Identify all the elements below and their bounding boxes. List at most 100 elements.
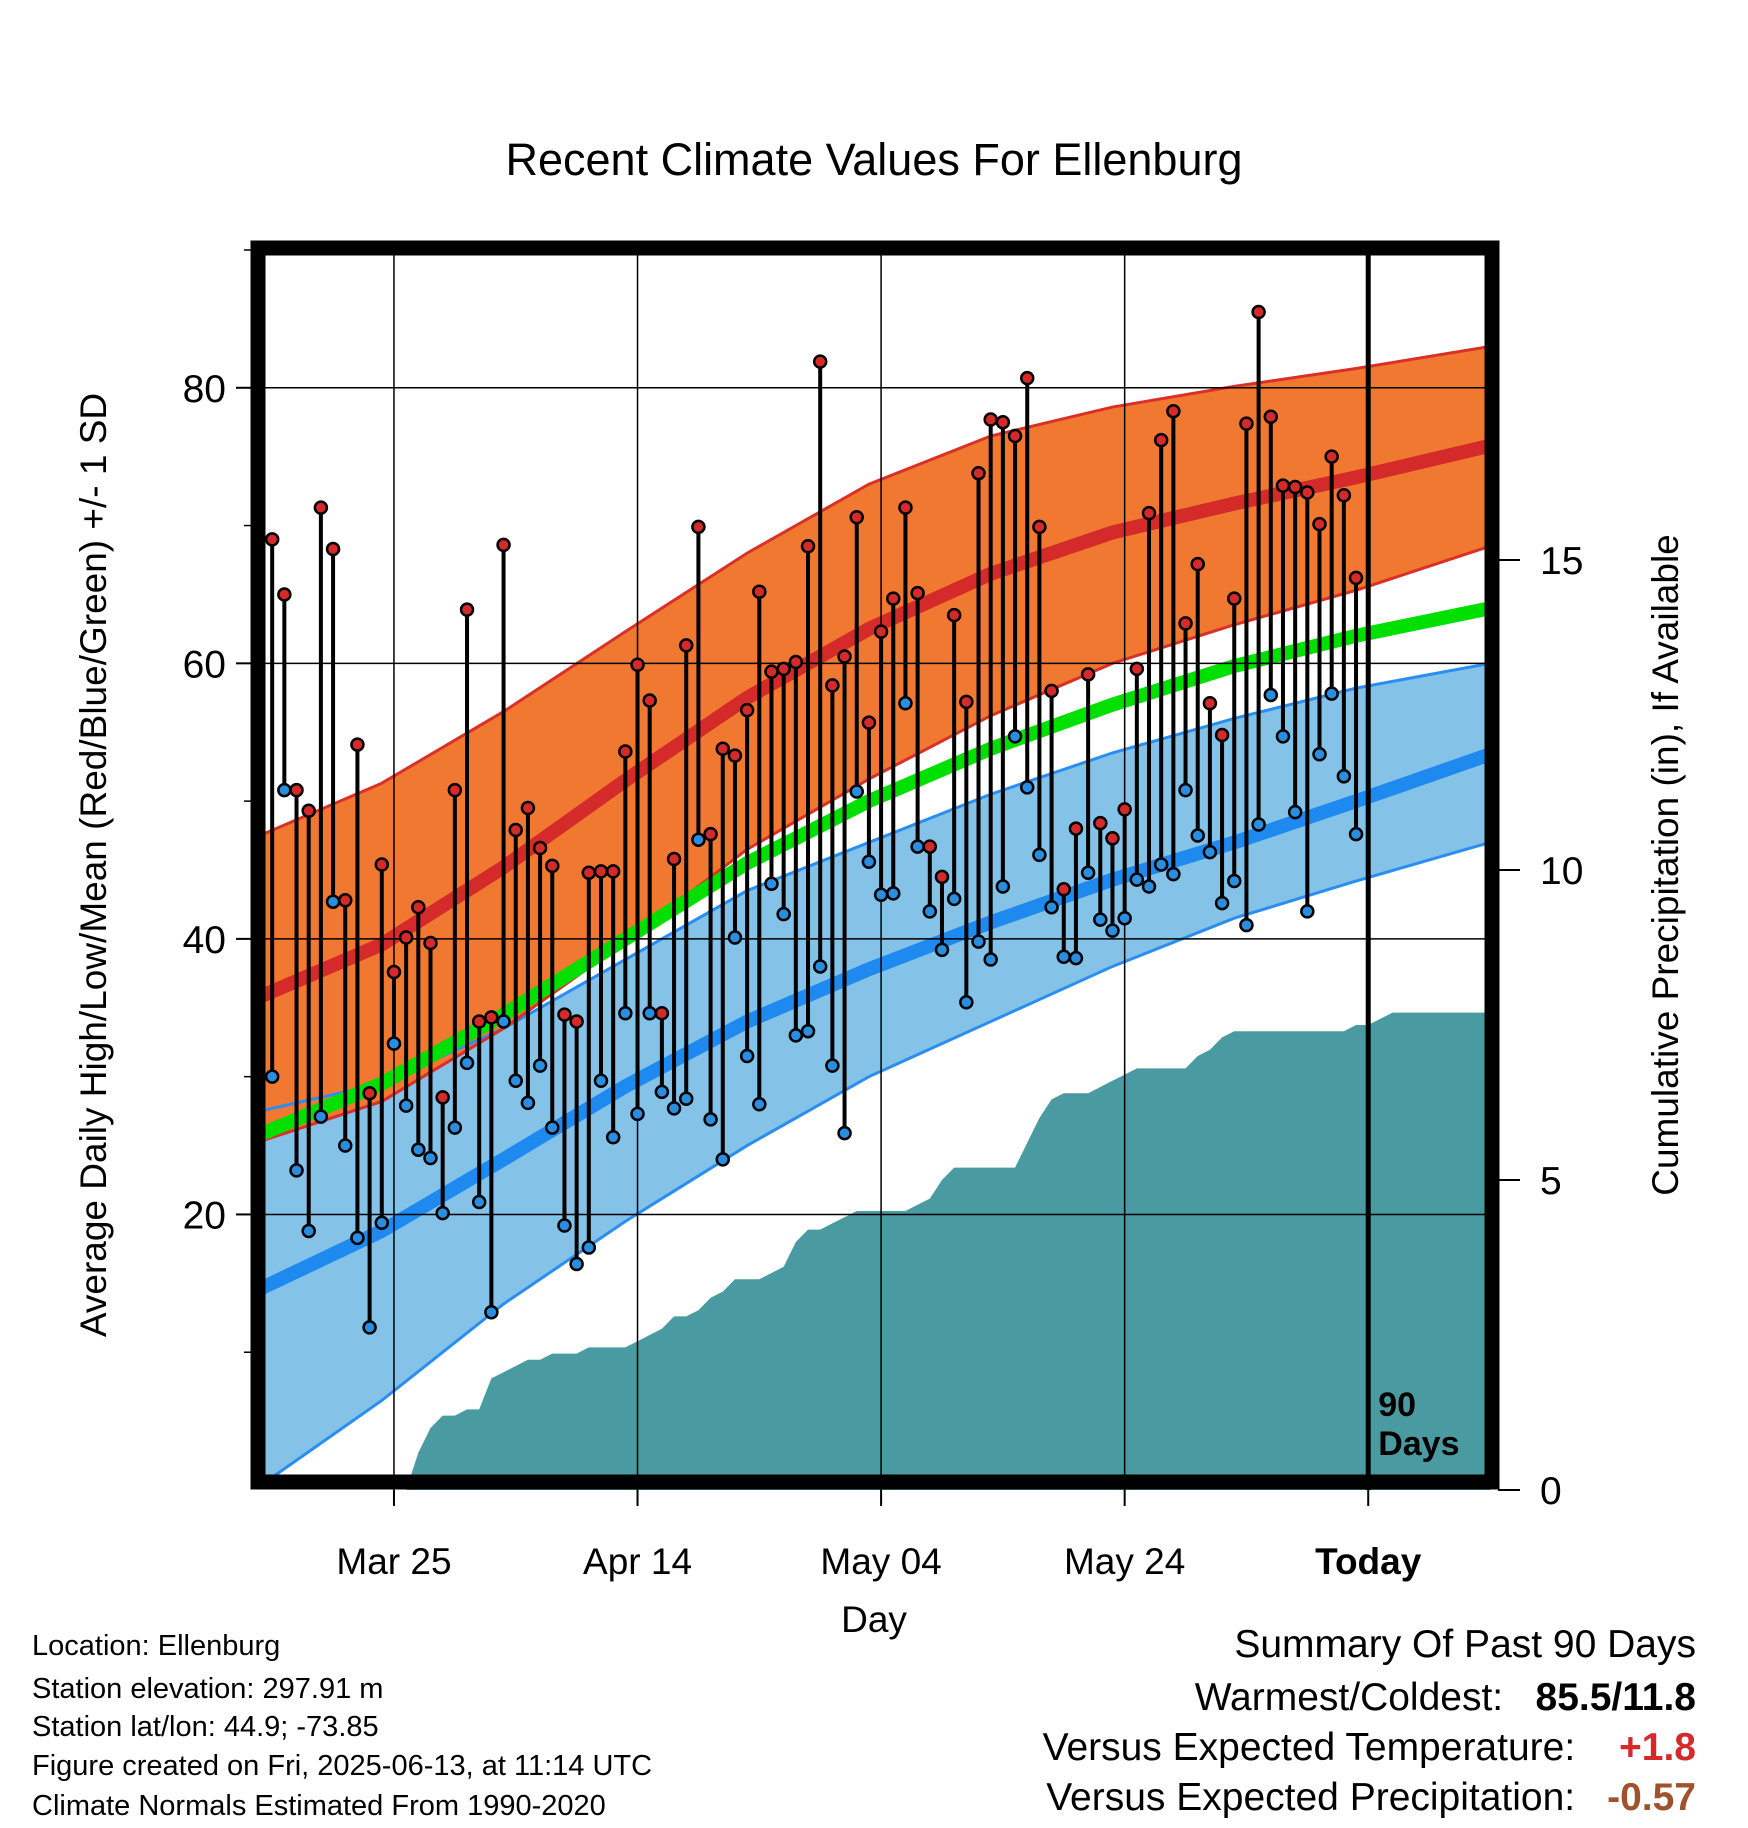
observed-high-point — [849, 510, 864, 525]
observed-high-point — [581, 865, 597, 881]
observed-high-point — [654, 1006, 670, 1021]
observed-high-point — [752, 584, 767, 599]
observed-low-point — [593, 1073, 609, 1089]
x-tick-label: Apr 14 — [583, 1541, 692, 1582]
observed-low-point — [752, 1096, 767, 1112]
observed-low-point — [1300, 904, 1315, 919]
observed-low-point — [1117, 910, 1132, 926]
observed-high-point — [1019, 370, 1035, 386]
observed-high-point — [1178, 616, 1193, 631]
observed-high-point — [678, 638, 694, 653]
observed-high-point — [1056, 882, 1072, 897]
y2-tick-label: 5 — [1540, 1160, 1562, 1203]
summary-warm-cold-value: 85.5/11.8 — [1535, 1676, 1697, 1719]
observed-high-point — [545, 858, 560, 874]
observed-low-point — [1312, 747, 1327, 762]
observed-low-point — [1080, 865, 1096, 881]
observed-high-point — [520, 800, 536, 816]
observed-high-point — [703, 826, 718, 842]
observed-high-point — [1093, 815, 1108, 831]
observed-high-point — [1105, 831, 1120, 846]
today-days-label-number: 90 — [1378, 1386, 1416, 1424]
observed-low-point — [837, 1125, 852, 1141]
observed-high-point — [374, 857, 390, 872]
observed-low-point — [1129, 872, 1145, 887]
today-days-label-unit: Days — [1378, 1425, 1459, 1463]
observed-high-point — [1129, 661, 1145, 677]
observed-low-point — [886, 886, 901, 901]
x-tick-label: Mar 25 — [336, 1541, 451, 1582]
observed-low-point — [545, 1120, 560, 1135]
info-normals: Climate Normals Estimated From 1990-2020 — [32, 1790, 606, 1822]
observed-high-point — [788, 654, 804, 670]
observed-low-point — [1178, 782, 1193, 798]
summary-precip-value: -0.57 — [1607, 1776, 1696, 1819]
observed-high-point — [1080, 667, 1096, 682]
x-tick-label: May 04 — [820, 1541, 941, 1582]
observed-low-point — [435, 1205, 450, 1221]
observed-low-point — [277, 782, 292, 798]
observed-low-point — [630, 1106, 645, 1122]
observed-high-point — [1275, 478, 1291, 493]
x-axis-label: Day — [841, 1599, 907, 1640]
observed-low-point — [1263, 687, 1279, 703]
observed-low-point — [764, 876, 779, 892]
observed-low-point — [666, 1101, 682, 1116]
observed-high-point — [1336, 487, 1352, 503]
observed-high-point — [642, 693, 657, 708]
observed-high-point — [691, 519, 706, 535]
observed-high-point — [764, 664, 779, 679]
observed-low-point — [569, 1256, 584, 1272]
observed-high-point — [277, 587, 292, 602]
observed-low-point — [642, 1006, 657, 1021]
observed-high-point — [910, 585, 925, 601]
observed-low-point — [691, 832, 706, 847]
observed-low-point — [1275, 729, 1291, 744]
observed-high-point — [971, 465, 986, 481]
summary-precip: Versus Expected Precipitation: -0.57 — [1046, 1778, 1696, 1817]
observed-low-point — [289, 1163, 304, 1178]
normal-high-mean-line — [260, 438, 1490, 1004]
observed-low-point — [581, 1240, 597, 1255]
observed-high-point — [411, 899, 426, 915]
normal-high-band — [260, 346, 1490, 1142]
observed-high-point — [362, 1085, 377, 1101]
observed-low-point — [362, 1320, 377, 1335]
observed-high-point — [800, 538, 816, 554]
observed-low-point — [459, 1055, 475, 1071]
observed-low-point — [325, 894, 341, 909]
observed-low-point — [350, 1230, 365, 1246]
observed-high-point — [983, 412, 998, 427]
observed-low-point — [861, 854, 877, 869]
observed-high-point — [715, 741, 731, 757]
observed-high-point — [1300, 485, 1315, 500]
observed-high-point — [1190, 556, 1205, 572]
observed-high-point — [471, 1014, 487, 1029]
observed-low-point — [508, 1073, 523, 1089]
observed-low-point — [447, 1120, 463, 1135]
observed-low-point — [313, 1109, 329, 1124]
observed-low-point — [654, 1084, 670, 1100]
observed-low-point — [678, 1091, 694, 1106]
observed-high-point — [1287, 479, 1303, 495]
observed-high-point — [264, 532, 280, 547]
observed-low-point — [1141, 879, 1157, 894]
y2-tick-label: 0 — [1540, 1470, 1562, 1513]
observed-high-point — [569, 1014, 584, 1029]
observed-low-point — [337, 1138, 353, 1153]
y-tick-label: 40 — [183, 919, 226, 962]
y-tick-label: 60 — [183, 643, 226, 686]
observed-low-point — [788, 1028, 804, 1043]
observed-low-point — [1336, 769, 1352, 784]
observed-low-point — [1056, 949, 1072, 965]
observed-low-point — [1348, 826, 1364, 842]
observed-high-point — [447, 782, 463, 798]
info-created: Figure created on Fri, 2025-06-13, at 11… — [32, 1750, 653, 1782]
plot-frame — [250, 240, 1500, 1490]
observed-high-point — [776, 661, 791, 677]
observed-high-point — [1214, 727, 1230, 743]
observed-high-point — [1068, 821, 1084, 836]
observed-high-point — [739, 702, 755, 718]
observed-low-point — [849, 784, 864, 799]
observed-low-point — [1166, 866, 1181, 882]
